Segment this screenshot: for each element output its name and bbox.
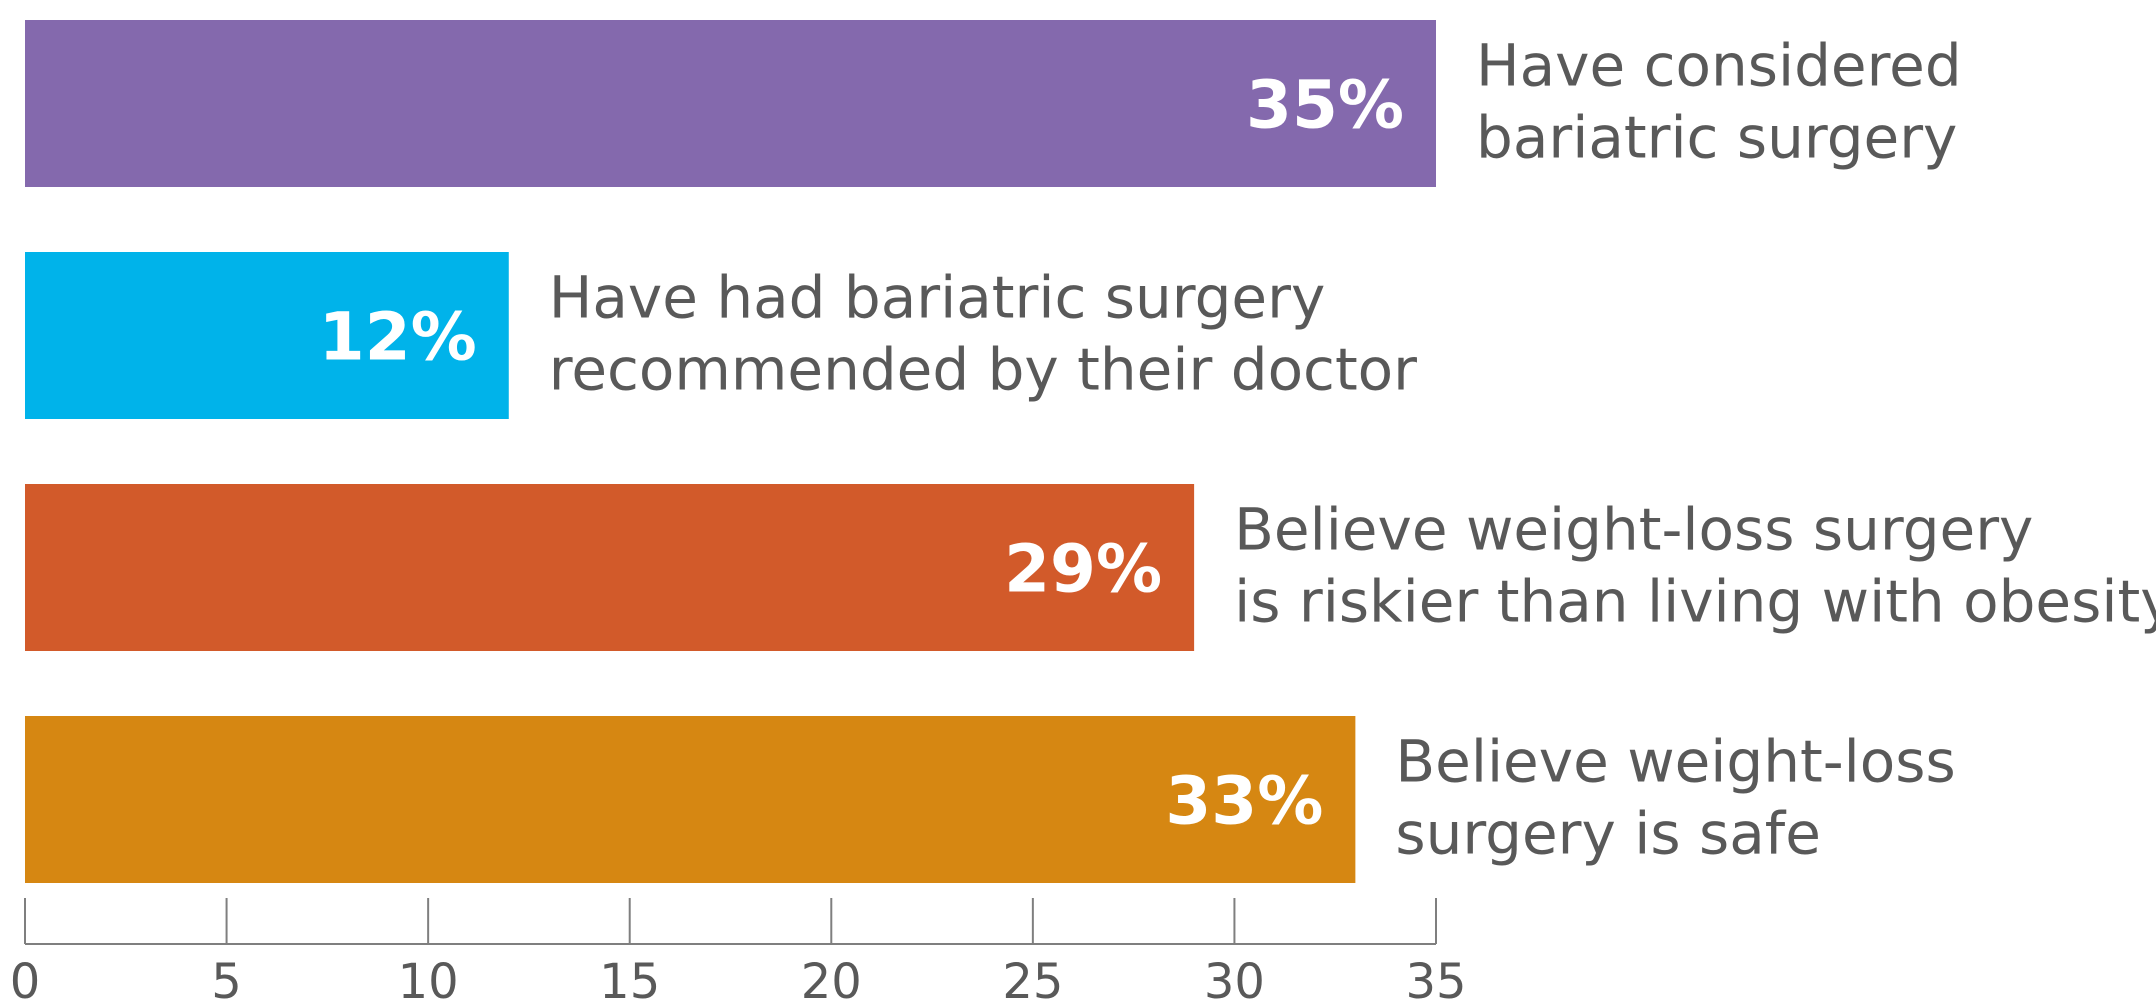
bar-value-label: 33%: [1165, 763, 1323, 840]
x-axis: 0 5 10 15 20 25 30 35: [10, 898, 1467, 1002]
category-label: Have had bariatric surgery recommended by…: [549, 264, 1417, 404]
category-label-line: is riskier than living with obesity: [1234, 568, 2156, 636]
category-label-line: recommended by their doctor: [549, 336, 1417, 404]
bar-value-label: 12%: [319, 299, 477, 376]
bar: [25, 716, 1356, 883]
x-tick-label: 5: [211, 954, 242, 1002]
category-label-line: surgery is safe: [1395, 800, 1821, 868]
category-label-line: Believe weight-loss surgery: [1234, 496, 2033, 564]
x-tick-label: 20: [801, 954, 862, 1002]
x-tick-label: 15: [599, 954, 660, 1002]
category-label-line: Have had bariatric surgery: [549, 264, 1326, 332]
bar-value-label: 29%: [1004, 531, 1162, 608]
bars-group: 35% Have considered bariatric surgery 12% Ha…: [25, 20, 2156, 883]
category-label-line: bariatric surgery: [1476, 104, 1957, 172]
x-tick-label: 10: [398, 954, 459, 1002]
bar-value-label: 35%: [1246, 67, 1404, 144]
category-label: Have considered bariatric surgery: [1476, 32, 1962, 172]
bar: [25, 20, 1436, 187]
x-tick-label: 30: [1204, 954, 1265, 1002]
category-label-line: Believe weight-loss: [1395, 728, 1955, 796]
bar: [25, 252, 509, 419]
x-tick-label: 25: [1002, 954, 1063, 1002]
x-tick-label: 0: [10, 954, 41, 1002]
bar: [25, 484, 1195, 651]
x-tick-label: 35: [1405, 954, 1466, 1002]
category-label: Believe weight-loss surgery is safe: [1395, 728, 1955, 868]
category-label: Believe weight-loss surgery is riskier th…: [1234, 496, 2156, 636]
category-label-line: Have considered: [1476, 32, 1962, 100]
